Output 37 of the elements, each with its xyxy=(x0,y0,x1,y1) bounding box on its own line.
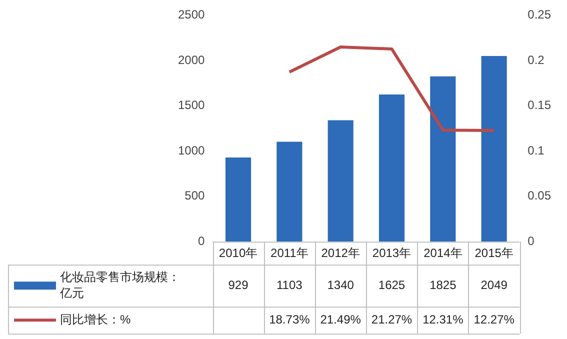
legend-label: 化妆品零售市场规模：亿元 xyxy=(59,270,180,300)
y2-tick-label: 0.05 xyxy=(528,188,552,203)
bar xyxy=(430,76,456,242)
bar xyxy=(378,94,405,242)
data-label: 12.31% xyxy=(422,312,464,326)
x-tick-label: 2013年 xyxy=(372,246,412,260)
y2-tick-label: 0.15 xyxy=(528,98,552,112)
data-label: 18.73% xyxy=(269,312,310,326)
y-tick-label: 500 xyxy=(184,188,206,203)
y2-tick-label: 0.2 xyxy=(528,52,545,67)
data-label: 929 xyxy=(228,278,249,292)
data-label: 1625 xyxy=(378,278,406,292)
bar xyxy=(225,157,252,242)
x-tick-label: 2011年 xyxy=(270,246,308,260)
x-tick-label: 2010年 xyxy=(218,246,258,260)
x-tick-label: 2015年 xyxy=(474,246,514,260)
y2-tick-label: 0.1 xyxy=(528,143,545,158)
x-tick-label: 2012年 xyxy=(321,246,360,260)
data-label: 1825 xyxy=(430,278,457,292)
y2-tick-label: 0.25 xyxy=(528,8,552,22)
data-label: 1340 xyxy=(327,278,354,292)
y-tick-label: 0 xyxy=(198,234,206,248)
bar xyxy=(328,120,354,242)
y-tick-label: 2500 xyxy=(178,8,206,22)
bar xyxy=(481,56,507,242)
legend-label: 同比增长：% xyxy=(60,312,131,326)
x-tick-label: 2014年 xyxy=(424,246,462,260)
y-tick-label: 1500 xyxy=(178,98,206,112)
y-tick-label: 2000 xyxy=(178,52,206,67)
data-label: 2049 xyxy=(480,278,508,292)
y-tick-label: 1000 xyxy=(178,143,206,158)
data-label: 21.27% xyxy=(371,312,412,326)
data-label: 21.49% xyxy=(320,312,362,326)
data-label: 12.27% xyxy=(474,312,515,326)
bar xyxy=(276,142,302,242)
y2-tick-label: 0 xyxy=(528,234,535,248)
data-label: 1103 xyxy=(276,278,303,292)
